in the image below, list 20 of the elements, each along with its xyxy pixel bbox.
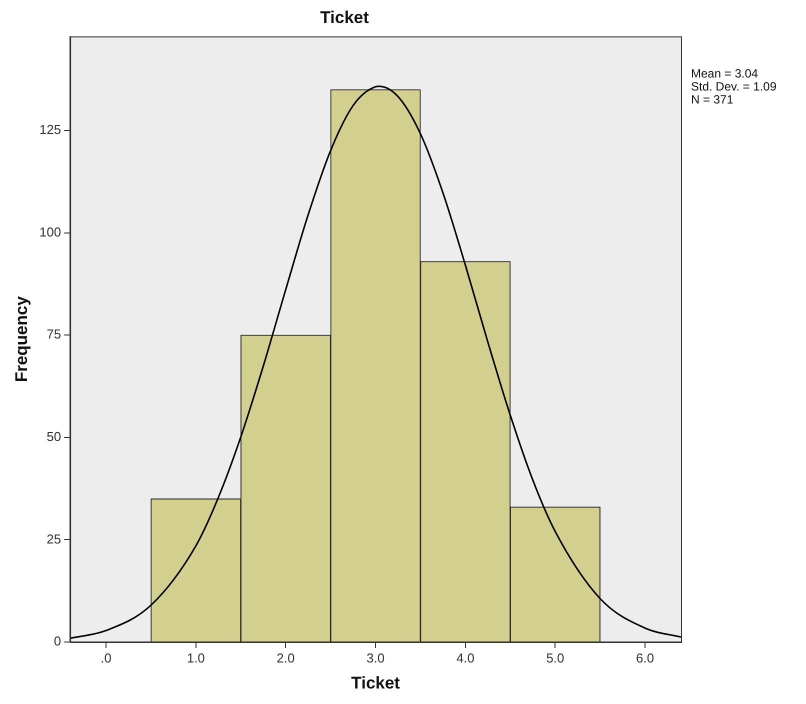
x-tick-label: 3.0 (366, 650, 385, 666)
y-tick-label: 75 (46, 326, 62, 342)
y-tick-label: 0 (54, 634, 62, 649)
text: N = 371 (691, 92, 734, 107)
x-axis-title: Ticket (351, 673, 400, 692)
y-tick-label: 25 (46, 531, 62, 546)
x-tick-label: 1.0 (186, 650, 205, 666)
chart-title: Ticket (320, 8, 370, 27)
y-tick-label: 50 (46, 428, 62, 444)
x-tick-label: 2.0 (276, 650, 295, 666)
x-tick-label: 6.0 (636, 650, 654, 666)
line-series (70, 86, 681, 640)
y-axis-title: Frequency (12, 296, 31, 382)
x-tick-label: .0 (100, 650, 112, 666)
x-tick-label: 4.0 (456, 650, 474, 666)
y-tick-label: 125 (39, 122, 62, 138)
text: Mean = 3.04 (691, 66, 758, 81)
text: Std. Dev. = 1.09 (691, 80, 777, 94)
y-tick-label: 100 (39, 224, 62, 240)
x-tick-label: 5.0 (546, 650, 564, 666)
